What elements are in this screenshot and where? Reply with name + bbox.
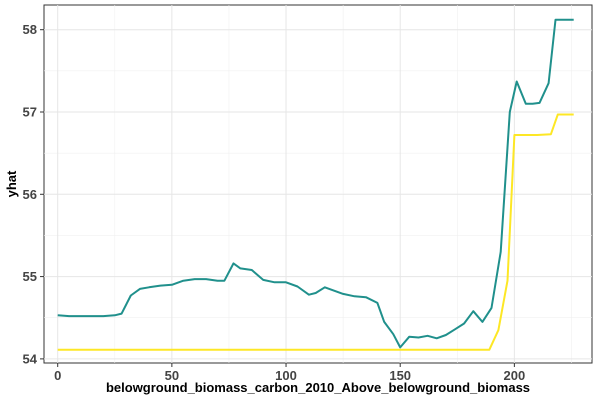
x-tick-label: 0: [54, 368, 61, 383]
y-tick-label: 54: [23, 351, 38, 366]
x-tick-label: 200: [504, 368, 526, 383]
x-axis: 0 50 100 150 200: [54, 363, 525, 383]
y-tick-label: 55: [23, 269, 37, 284]
x-tick-label: 150: [389, 368, 411, 383]
plot-panel: [43, 4, 593, 364]
x-axis-title: belowground_biomass_carbon_2010_Above_be…: [106, 380, 530, 395]
x-tick-label: 100: [275, 368, 297, 383]
series-line-1: [57, 18, 574, 349]
y-tick-label: 56: [23, 187, 37, 202]
y-axis: 54 55 56 57 58: [23, 22, 44, 366]
y-tick-label: 57: [23, 104, 37, 119]
y-tick-label: 58: [23, 22, 37, 37]
series-layer: [57, 18, 574, 351]
x-tick-label: 50: [165, 368, 179, 383]
series-line-2: [57, 113, 574, 351]
y-axis-title: yhat: [4, 170, 19, 197]
grid: [44, 5, 592, 363]
